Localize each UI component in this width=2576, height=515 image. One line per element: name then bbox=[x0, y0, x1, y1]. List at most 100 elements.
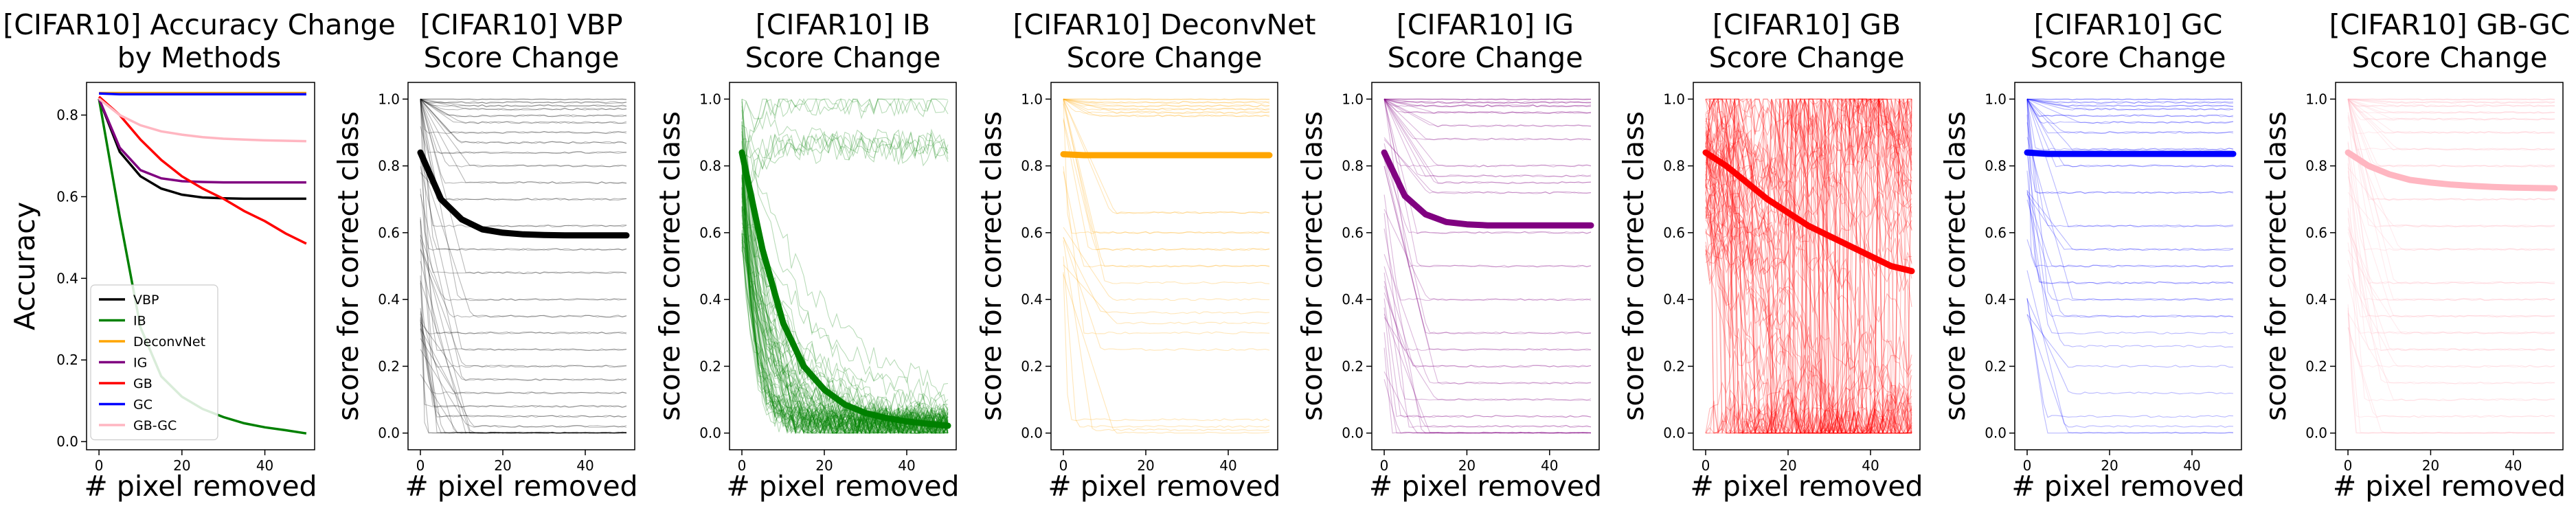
y-tick-label: 0.6 bbox=[1342, 225, 1364, 241]
sample-line bbox=[2026, 98, 2234, 104]
sample-line bbox=[420, 98, 627, 101]
y-tick-label: 1.0 bbox=[2305, 91, 2327, 107]
y-tick-label: 0.4 bbox=[1021, 291, 1043, 308]
x-axis-label: # pixel removed bbox=[726, 470, 959, 503]
sample-line bbox=[741, 152, 949, 435]
sample-line bbox=[2347, 312, 2555, 385]
sample-line bbox=[1383, 194, 1592, 301]
sample-line bbox=[1705, 99, 1912, 434]
sample-line bbox=[1383, 98, 1592, 108]
sample-line bbox=[420, 280, 627, 434]
sample-line bbox=[1705, 99, 1912, 434]
sample-line bbox=[1705, 99, 1912, 434]
sample-line bbox=[1705, 98, 1912, 435]
sample-line bbox=[2347, 304, 2555, 418]
sample-line bbox=[1705, 98, 1912, 434]
sample-line bbox=[2347, 112, 2555, 301]
chart-panel-6: [CIFAR10] GC Score Change 0 20 40 0.0 0.2 0.4 0.… bbox=[1939, 8, 2245, 503]
x-tick-label: 20 bbox=[2422, 457, 2439, 474]
sample-line bbox=[420, 99, 627, 168]
sample-line bbox=[1705, 98, 1912, 434]
sample-line bbox=[2026, 99, 2234, 268]
y-axis-label: score for correct class bbox=[1939, 111, 1971, 421]
sample-line bbox=[2347, 327, 2555, 418]
x-tick-label: 0 bbox=[95, 457, 104, 474]
sample-line bbox=[420, 313, 627, 434]
sample-line bbox=[1383, 159, 1592, 334]
y-tick-label: 0.4 bbox=[1342, 291, 1364, 308]
y-tick-label: 0.8 bbox=[1021, 158, 1043, 174]
sample-line bbox=[2348, 98, 2555, 101]
sample-line bbox=[1383, 139, 1592, 194]
sample-line bbox=[1706, 98, 1912, 434]
sample-line bbox=[2347, 310, 2555, 434]
x-tick-label: 40 bbox=[898, 457, 915, 474]
y-tick-label: 0.8 bbox=[56, 107, 78, 124]
sample-line bbox=[1705, 98, 1912, 395]
sample-line bbox=[1705, 98, 1912, 434]
sample-line bbox=[1705, 98, 1912, 435]
axes-frame bbox=[407, 82, 635, 450]
sample-line bbox=[1705, 98, 1912, 434]
mean-line bbox=[738, 149, 951, 429]
sample-line bbox=[1705, 98, 1912, 433]
sample-line bbox=[1705, 98, 1912, 435]
chart-panel-1: [CIFAR10] VBP Score Change 0 20 40 0.0 0.2 0.4 0… bbox=[332, 8, 638, 503]
sample-line bbox=[420, 249, 627, 368]
y-tick-label: 0.2 bbox=[378, 358, 400, 374]
sample-line bbox=[420, 99, 627, 184]
y-tick-label: 0.6 bbox=[378, 225, 400, 241]
sample-line bbox=[1383, 98, 1592, 104]
sample-line bbox=[1705, 98, 1912, 435]
sample-line bbox=[2026, 98, 2234, 104]
sample-line bbox=[1383, 213, 1592, 428]
sample-line bbox=[741, 101, 949, 435]
sample-line bbox=[741, 140, 949, 431]
y-tick-label: 0.4 bbox=[1985, 291, 2007, 308]
sample-line bbox=[1705, 98, 1912, 434]
sample-line bbox=[1705, 98, 1912, 434]
y-tick-label: 0.4 bbox=[378, 291, 400, 308]
sample-line bbox=[741, 193, 949, 432]
y-tick-label: 1.0 bbox=[1663, 91, 1685, 107]
y-tick-label: 0.0 bbox=[1663, 425, 1685, 442]
mean-line bbox=[2024, 149, 2237, 157]
sample-line bbox=[741, 207, 949, 435]
y-axis-label: score for correct class bbox=[2259, 111, 2292, 421]
sample-line bbox=[2347, 176, 2555, 318]
sample-line bbox=[1705, 98, 1912, 435]
sample-line bbox=[420, 220, 627, 434]
sample-line bbox=[1705, 122, 1912, 435]
sample-line bbox=[1383, 98, 1592, 128]
sample-line bbox=[1705, 98, 1912, 434]
sample-line bbox=[420, 98, 627, 111]
x-tick-label: 40 bbox=[256, 457, 273, 474]
sample-line bbox=[420, 328, 627, 418]
sample-line bbox=[2027, 98, 2233, 101]
sample-line bbox=[420, 98, 627, 168]
chart-title: [CIFAR10] Accuracy Change by Methods bbox=[3, 8, 395, 74]
y-axis-label: Accuracy bbox=[8, 202, 41, 330]
sample-line bbox=[1063, 98, 1270, 108]
sample-line bbox=[2347, 99, 2555, 227]
mean-line bbox=[1060, 151, 1273, 159]
y-tick-label: 0.6 bbox=[699, 225, 721, 241]
sample-line bbox=[1383, 293, 1592, 368]
series-line bbox=[98, 95, 307, 245]
sample-line bbox=[1706, 99, 1912, 435]
y-tick-label: 0.0 bbox=[1021, 425, 1043, 442]
sample-line bbox=[2347, 98, 2555, 151]
sample-line bbox=[1705, 98, 1912, 434]
sample-line bbox=[741, 165, 949, 428]
x-tick-label: 40 bbox=[2505, 457, 2522, 474]
sample-line bbox=[420, 188, 627, 334]
sample-line bbox=[1384, 98, 1591, 101]
sample-line bbox=[1063, 237, 1270, 352]
sample-line bbox=[2347, 98, 2555, 121]
sample-line bbox=[741, 177, 949, 433]
y-axis-label: score for correct class bbox=[1617, 111, 1650, 421]
sample-line bbox=[1705, 98, 1912, 435]
sample-line bbox=[1705, 109, 1912, 435]
sample-line bbox=[1705, 141, 1912, 434]
